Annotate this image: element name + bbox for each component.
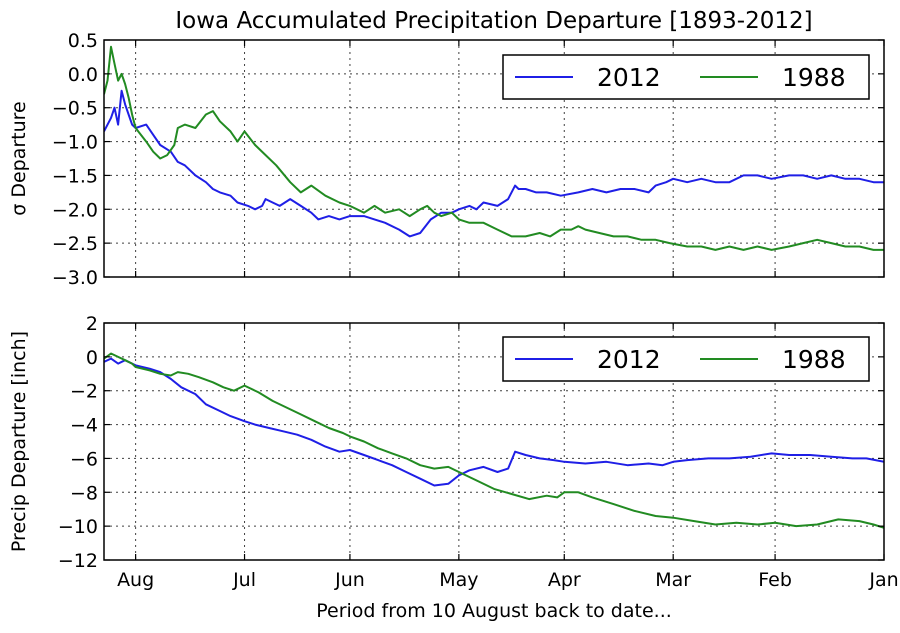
y-tick-label: 0.0 bbox=[68, 64, 98, 86]
y-tick-label: −4 bbox=[70, 415, 98, 437]
y-tick-label: −3.0 bbox=[52, 267, 98, 289]
y-tick-label: −1.0 bbox=[52, 132, 98, 154]
legend-label-1988: 1988 bbox=[782, 63, 846, 92]
plot-frame bbox=[103, 39, 885, 278]
y-tick-label: −6 bbox=[70, 448, 98, 470]
x-tick-label: Jan bbox=[868, 569, 898, 591]
x-tick-label: Aug bbox=[117, 569, 154, 591]
y-tick-label: −12 bbox=[58, 550, 98, 572]
chart-title: Iowa Accumulated Precipitation Departure… bbox=[175, 8, 812, 34]
legend: 2012 1988 bbox=[502, 54, 870, 100]
legend-label-2012: 2012 bbox=[597, 63, 661, 92]
legend: 2012 1988 bbox=[502, 336, 870, 382]
x-tick-label: Feb bbox=[758, 569, 792, 591]
series-line-1988 bbox=[104, 352, 884, 529]
y-tick-label: 0.5 bbox=[68, 30, 98, 52]
y-tick-label: −1.5 bbox=[52, 165, 98, 187]
series-line-2012 bbox=[104, 89, 884, 238]
x-axis-label: Period from 10 August back to date... bbox=[316, 600, 672, 622]
series-line-1988 bbox=[104, 45, 884, 251]
x-tick-label: Jul bbox=[232, 569, 256, 591]
y-tick-label: −10 bbox=[58, 516, 98, 538]
y-tick-label: −2.0 bbox=[52, 199, 98, 221]
plot-frame bbox=[103, 322, 885, 561]
legend-label-1988: 1988 bbox=[782, 345, 846, 374]
y-axis-label: σ Departure bbox=[8, 101, 30, 216]
y-tick-label: −8 bbox=[70, 482, 98, 504]
legend-label-2012: 2012 bbox=[597, 345, 661, 374]
series-line-2012 bbox=[104, 357, 884, 487]
chart-panel-2: 2 0 −2 −4 −6 −8 −10 −12 Aug Jul Jun May Apr Mar Feb Jan… bbox=[8, 313, 899, 622]
chart-panel-1: 0.5 0.0 −0.5 −1.0 −1.5 −2.0 −2.5 −3.0 σ Departur… bbox=[8, 8, 885, 289]
x-tick-label: Jun bbox=[334, 569, 365, 591]
x-tick-label: May bbox=[439, 569, 478, 591]
y-tick-label: −0.5 bbox=[52, 98, 98, 120]
y-tick-label: −2.5 bbox=[52, 233, 98, 255]
y-axis-label: Precip Departure [inch] bbox=[8, 331, 30, 552]
y-tick-label: 0 bbox=[86, 347, 98, 369]
x-tick-label: Mar bbox=[655, 569, 691, 591]
x-tick-label: Apr bbox=[548, 569, 581, 591]
y-tick-label: 2 bbox=[86, 313, 98, 335]
y-tick-label: −2 bbox=[70, 381, 98, 403]
